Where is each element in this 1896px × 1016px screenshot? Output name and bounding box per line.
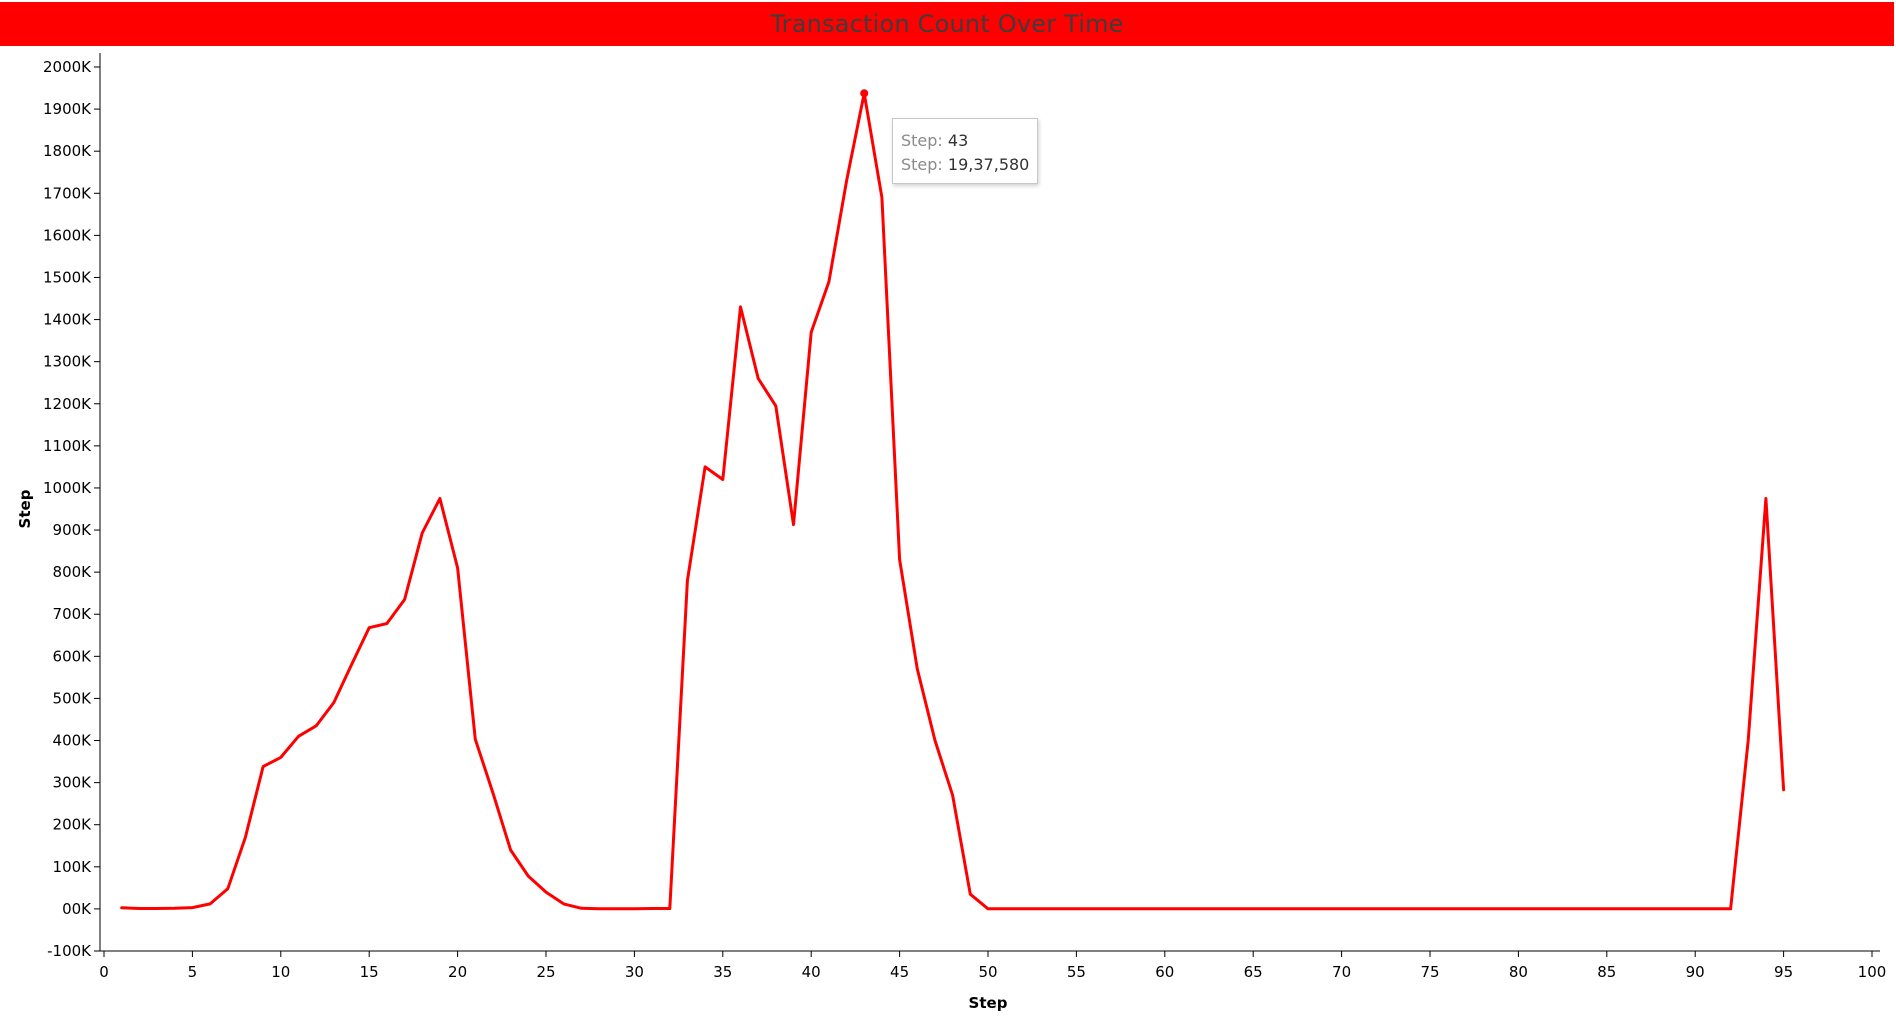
y-tick-label: 1000K: [43, 479, 92, 497]
y-tick-label: 300K: [53, 774, 93, 792]
tooltip-row-x: Step: 43: [901, 129, 1037, 153]
y-tick-label: 1200K: [43, 395, 92, 413]
y-tick-label: 900K: [53, 521, 93, 539]
y-tick-label: 00K: [62, 900, 92, 918]
y-tick-label: 1500K: [43, 268, 92, 286]
y-tick-label: 800K: [53, 563, 93, 581]
y-tick-label: 100K: [53, 858, 93, 876]
x-tick-label: 65: [1244, 963, 1263, 981]
x-tick-label: 55: [1067, 963, 1086, 981]
x-tick-label: 10: [271, 963, 290, 981]
x-tick-label: 40: [802, 963, 821, 981]
x-tick-label: 5: [188, 963, 198, 981]
y-tick-label: 1900K: [43, 100, 92, 118]
y-tick-label: 1800K: [43, 142, 92, 160]
y-tick-label: 500K: [53, 689, 93, 707]
tooltip-x-value: 43: [947, 131, 969, 150]
x-tick-label: 0: [99, 963, 109, 981]
tooltip-x-key: Step:: [901, 131, 943, 150]
x-tick-label: 45: [890, 963, 909, 981]
chart-title: Transaction Count Over Time: [770, 10, 1124, 38]
x-tick-label: 15: [360, 963, 379, 981]
y-tick-label: 2000K: [43, 58, 92, 76]
x-tick-label: 70: [1332, 963, 1351, 981]
y-tick-label: 1400K: [43, 311, 92, 329]
y-tick-label: 1600K: [43, 226, 92, 244]
x-tick-label: 35: [713, 963, 732, 981]
x-tick-label: 30: [625, 963, 644, 981]
x-tick-label: 60: [1155, 963, 1174, 981]
x-tick-label: 80: [1509, 963, 1528, 981]
chart-title-bar: Transaction Count Over Time: [0, 2, 1894, 46]
y-tick-label: 600K: [53, 647, 93, 665]
y-tick-label: 700K: [53, 605, 93, 623]
data-point-tooltip: Step: 43 Step: 19,37,580: [892, 118, 1038, 184]
y-tick-label: -100K: [47, 942, 92, 960]
x-tick-label: 25: [536, 963, 555, 981]
x-tick-label: 75: [1420, 963, 1439, 981]
x-tick-label: 95: [1774, 963, 1793, 981]
series-line: [120, 91, 1786, 911]
y-tick-label: 1700K: [43, 184, 92, 202]
x-tick-label: 20: [448, 963, 467, 981]
y-tick-label: 400K: [53, 732, 93, 750]
tooltip-y-key: Step:: [901, 155, 943, 174]
tooltip-y-value: 19,37,580: [947, 155, 1030, 174]
x-tick-label: 100: [1858, 963, 1887, 981]
x-axis-title: Step: [969, 994, 1008, 1012]
tooltip-row-y: Step: 19,37,580: [901, 153, 1037, 177]
y-tick-label: 1100K: [43, 437, 92, 455]
highlighted-point-marker: [860, 89, 869, 98]
y-tick-label: 200K: [53, 816, 93, 834]
x-tick-label: 50: [978, 963, 997, 981]
y-tick-label: 1300K: [43, 353, 92, 371]
x-tick-label: 85: [1597, 963, 1616, 981]
y-axis-title: Step: [16, 489, 34, 528]
x-tick-label: 90: [1686, 963, 1705, 981]
